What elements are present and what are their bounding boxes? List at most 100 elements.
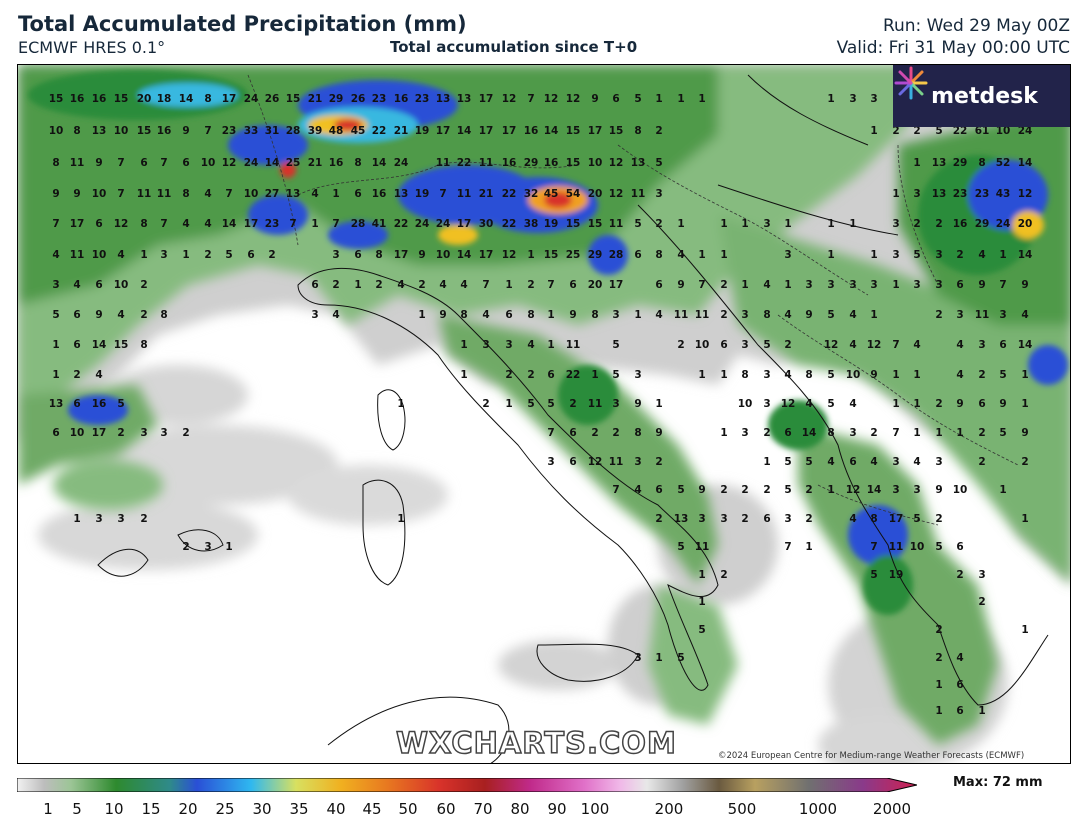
map-value-label: 2: [677, 339, 684, 351]
map-value-label: 2: [741, 484, 748, 496]
map-value-label: 17: [479, 125, 494, 137]
map-value-label: 13: [932, 157, 947, 169]
map-value-label: 2: [569, 398, 576, 410]
map-value-label: 24: [244, 157, 259, 169]
map-value-label: 1: [763, 456, 770, 468]
map-value-label: 7: [547, 427, 554, 439]
map-value-label: 4: [870, 456, 877, 468]
map-value-label: 3: [311, 309, 318, 321]
map-value-label: 4: [482, 309, 489, 321]
map-value-label: 2: [204, 249, 211, 261]
map-value-label: 1: [655, 93, 662, 105]
scale-tick-label: 5: [72, 800, 82, 818]
map-value-label: 9: [182, 125, 189, 137]
map-value-label: 28: [609, 249, 624, 261]
map-value-label: 8: [140, 339, 147, 351]
map-value-label: 1: [1021, 398, 1028, 410]
map-value-label: 4: [913, 456, 920, 468]
map-value-label: 2: [655, 513, 662, 525]
map-value-label: 6: [505, 309, 512, 321]
map-value-label: 19: [415, 125, 430, 137]
scale-tick-label: 1: [43, 800, 53, 818]
map-value-label: 29: [524, 157, 539, 169]
map-value-label: 9: [935, 484, 942, 496]
map-value-label: 3: [612, 309, 619, 321]
map-value-label: 10: [70, 427, 85, 439]
map-value-label: 2: [482, 398, 489, 410]
map-value-label: 2: [935, 309, 942, 321]
map-value-label: 12: [1018, 188, 1033, 200]
map-value-label: 15: [588, 218, 603, 230]
map-value-label: 12: [544, 93, 559, 105]
map-value-label: 22: [372, 125, 387, 137]
map-value-label: 8: [354, 157, 361, 169]
map-value-label: 6: [95, 279, 102, 291]
metdesk-logo-icon: [894, 66, 928, 100]
map-value-label: 3: [870, 93, 877, 105]
map-value-label: 5: [784, 456, 791, 468]
map-value-label: 5: [935, 125, 942, 137]
map-value-label: 5: [225, 249, 232, 261]
scale-tick-label: 50: [398, 800, 418, 818]
map-value-label: 5: [999, 427, 1006, 439]
map-value-label: 3: [913, 188, 920, 200]
map-value-label: 5: [999, 369, 1006, 381]
map-value-label: 4: [978, 249, 985, 261]
map-value-label: 1: [870, 309, 877, 321]
map-value-label: 22: [394, 218, 409, 230]
map-value-label: 2: [935, 398, 942, 410]
map-value-label: 8: [591, 309, 598, 321]
country-borders: [247, 74, 1019, 526]
map-value-label: 1: [397, 398, 404, 410]
map-value-label: 8: [160, 309, 167, 321]
map-value-label: 1: [547, 339, 554, 351]
map-value-label: 4: [827, 456, 834, 468]
map-value-label: 2: [935, 513, 942, 525]
map-value-label: 24: [1018, 125, 1033, 137]
map-value-label: 11: [889, 541, 904, 553]
map-value-label: 12: [502, 93, 517, 105]
map-value-label: 15: [114, 93, 129, 105]
map-value-label: 5: [913, 249, 920, 261]
map-value-label: 15: [114, 339, 129, 351]
map-value-label: 1: [698, 369, 705, 381]
map-value-label: 23: [372, 93, 387, 105]
precip-heavy-layer: [28, 70, 1068, 615]
map-value-label: 4: [849, 398, 856, 410]
map-value-label: 2: [763, 427, 770, 439]
map-value-label: 1: [332, 188, 339, 200]
map-value-label: 3: [763, 398, 770, 410]
map-value-label: 7: [482, 279, 489, 291]
map-value-label: 26: [265, 93, 280, 105]
map-value-label: 3: [849, 427, 856, 439]
map-value-label: 17: [222, 93, 237, 105]
map-value-label: 8: [460, 309, 467, 321]
map-value-label: 1: [892, 369, 899, 381]
map-value-label: 4: [397, 279, 404, 291]
model-label: ECMWF HRES 0.1°: [18, 38, 166, 57]
map-value-label: 9: [1021, 279, 1028, 291]
map-value-label: 12: [846, 484, 861, 496]
map-value-label: 6: [354, 249, 361, 261]
map-value-label: 15: [137, 125, 152, 137]
map-value-label: 32: [524, 188, 539, 200]
map-value-label: 1: [677, 93, 684, 105]
map-value-label: 52: [996, 157, 1011, 169]
map-value-label: 10: [201, 157, 216, 169]
map-value-label: 8: [52, 157, 59, 169]
map-value-label: 4: [182, 218, 189, 230]
map-value-label: 11: [975, 309, 990, 321]
map-value-label: 3: [935, 249, 942, 261]
map-subtitle: Total accumulation since T+0: [390, 38, 638, 56]
map-value-label: 3: [763, 218, 770, 230]
map-value-label: 1: [784, 279, 791, 291]
map-value-label: 7: [892, 427, 899, 439]
map-value-label: 7: [698, 279, 705, 291]
map-value-label: 1: [52, 369, 59, 381]
map-value-label: 9: [978, 279, 985, 291]
map-value-label: 4: [956, 339, 963, 351]
map-value-label: 10: [738, 398, 753, 410]
map-value-label: 23: [953, 188, 968, 200]
map-value-label: 6: [247, 249, 254, 261]
map-value-label: 11: [70, 249, 85, 261]
